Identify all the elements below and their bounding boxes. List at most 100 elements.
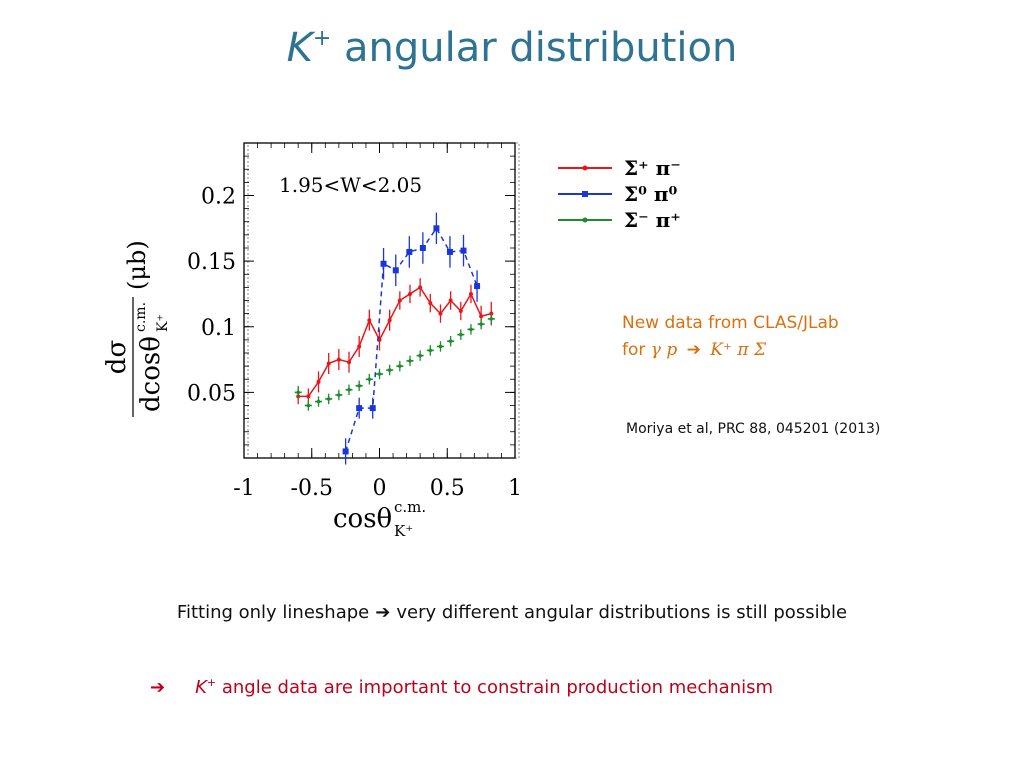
- data-point-center: [469, 327, 473, 332]
- y-axis-label-denominator: dcosθ: [136, 336, 166, 412]
- note-arrow-icon: ➔: [686, 340, 701, 360]
- statement2-text: angle data are important to constrain pr…: [221, 677, 774, 698]
- legend-swatch-marker: [582, 217, 588, 223]
- legend-label: Σ⁺ π⁻: [624, 156, 681, 180]
- data-point: [326, 361, 331, 366]
- x-tick-label: -1: [233, 476, 254, 501]
- title-text: angular distribution: [344, 25, 738, 71]
- title-k-symbol: K: [286, 25, 313, 71]
- data-point-center: [459, 332, 463, 337]
- data-point: [392, 267, 399, 274]
- data-point: [387, 318, 392, 323]
- legend-swatch-marker: [582, 191, 588, 197]
- data-point: [474, 283, 481, 290]
- statement-lineshape: Fitting only lineshape ➔ very different an…: [0, 602, 1024, 623]
- data-point-center: [306, 403, 311, 408]
- data-point: [369, 405, 376, 412]
- data-point: [479, 314, 484, 319]
- statement1-part-a: Fitting only lineshape: [176, 602, 370, 623]
- legend-swatch-marker: [582, 165, 588, 171]
- data-point-center: [398, 364, 402, 368]
- legend-label: Σ⁰ π⁰: [624, 182, 678, 206]
- x-tick-label: 1: [508, 476, 522, 501]
- x-tick-label: 0.5: [430, 476, 465, 501]
- data-point: [397, 298, 402, 303]
- data-point: [336, 357, 341, 362]
- y-tick-label: 0.15: [187, 250, 236, 275]
- statement2-arrow-icon: ➔: [150, 677, 166, 698]
- series-line: [298, 286, 492, 398]
- data-point: [357, 344, 362, 349]
- statement-conclusion: ➔ K+ angle data are important to constrai…: [150, 677, 773, 698]
- plot-frame-inner-ticks: [247, 142, 520, 459]
- data-point: [428, 301, 433, 306]
- data-point: [342, 448, 349, 455]
- statement2-k-symbol: K: [195, 677, 207, 698]
- y-tick-label: 0.2: [201, 185, 236, 210]
- data-note-line1: New data from CLAS/JLab: [622, 313, 839, 333]
- data-point-center: [489, 317, 494, 321]
- statement1-part-b: very different angular distributions is …: [396, 602, 848, 623]
- title-k-charge: +: [312, 26, 332, 51]
- data-point: [418, 285, 423, 290]
- data-point: [356, 405, 363, 412]
- reference-citation: Moriya et al, PRC 88, 045201 (2013): [626, 421, 881, 437]
- data-point: [433, 225, 440, 232]
- data-point-center: [479, 322, 483, 326]
- note-reactants: γ p: [650, 340, 678, 360]
- data-point: [407, 291, 412, 296]
- data-point-center: [448, 339, 453, 343]
- series-group: [342, 212, 481, 465]
- y-tick-label: 0.1: [201, 316, 236, 341]
- data-point-center: [357, 384, 361, 388]
- y-axis-label-group: dσ dcosθ c.m. K⁺ (μb): [102, 240, 171, 417]
- data-point-center: [316, 399, 321, 404]
- statement1-arrow-icon: ➔: [375, 602, 391, 623]
- data-point: [458, 309, 463, 313]
- data-point-center: [428, 348, 433, 353]
- x-axis-label-sub: K⁺: [394, 522, 413, 540]
- data-point: [448, 298, 453, 303]
- x-axis-label-sup: c.m.: [394, 498, 426, 516]
- data-point: [419, 245, 426, 251]
- data-point: [468, 291, 473, 296]
- data-point: [347, 360, 352, 365]
- data-note-line2: for γ p ➔ K⁺ π Σ: [622, 337, 839, 364]
- y-axis-label-unit: (μb): [123, 240, 151, 290]
- data-point-center: [337, 393, 341, 397]
- x-tick-label: -0.5: [291, 476, 333, 501]
- y-axis-label-numerator: dσ: [102, 340, 132, 374]
- note-for-label: for: [622, 340, 646, 360]
- data-point: [446, 248, 453, 255]
- data-point-center: [408, 359, 412, 363]
- data-point: [306, 394, 311, 399]
- data-point-center: [418, 353, 422, 358]
- data-point-center: [296, 390, 301, 395]
- x-axis-label: cosθ: [333, 504, 392, 534]
- data-point-center: [347, 387, 351, 392]
- series-line: [344, 226, 478, 452]
- data-point-center: [387, 368, 392, 372]
- data-point-center: [367, 377, 372, 382]
- data-point: [460, 247, 467, 254]
- data-point-center: [377, 372, 382, 376]
- data-point: [406, 248, 413, 255]
- note-products: K⁺ π Σ: [710, 340, 766, 360]
- series-group: [294, 313, 495, 411]
- statement2-k-charge: +: [206, 676, 217, 689]
- data-point: [367, 318, 372, 323]
- data-note: New data from CLAS/JLab for γ p ➔ K⁺ π Σ: [622, 310, 839, 364]
- y-axis-label-sub: K⁺: [155, 314, 171, 332]
- x-tick-label: 0: [373, 476, 387, 501]
- series-group: [296, 278, 494, 405]
- legend-label: Σ⁻ π⁺: [624, 208, 681, 232]
- data-point: [380, 260, 387, 267]
- data-point: [438, 311, 443, 316]
- y-tick-label: 0.05: [187, 381, 236, 406]
- data-point-center: [326, 397, 331, 401]
- y-axis-label-sup: c.m.: [133, 302, 149, 332]
- w-range-annotation: 1.95<W<2.05: [279, 173, 422, 197]
- data-point-center: [438, 344, 443, 349]
- data-point: [316, 379, 321, 384]
